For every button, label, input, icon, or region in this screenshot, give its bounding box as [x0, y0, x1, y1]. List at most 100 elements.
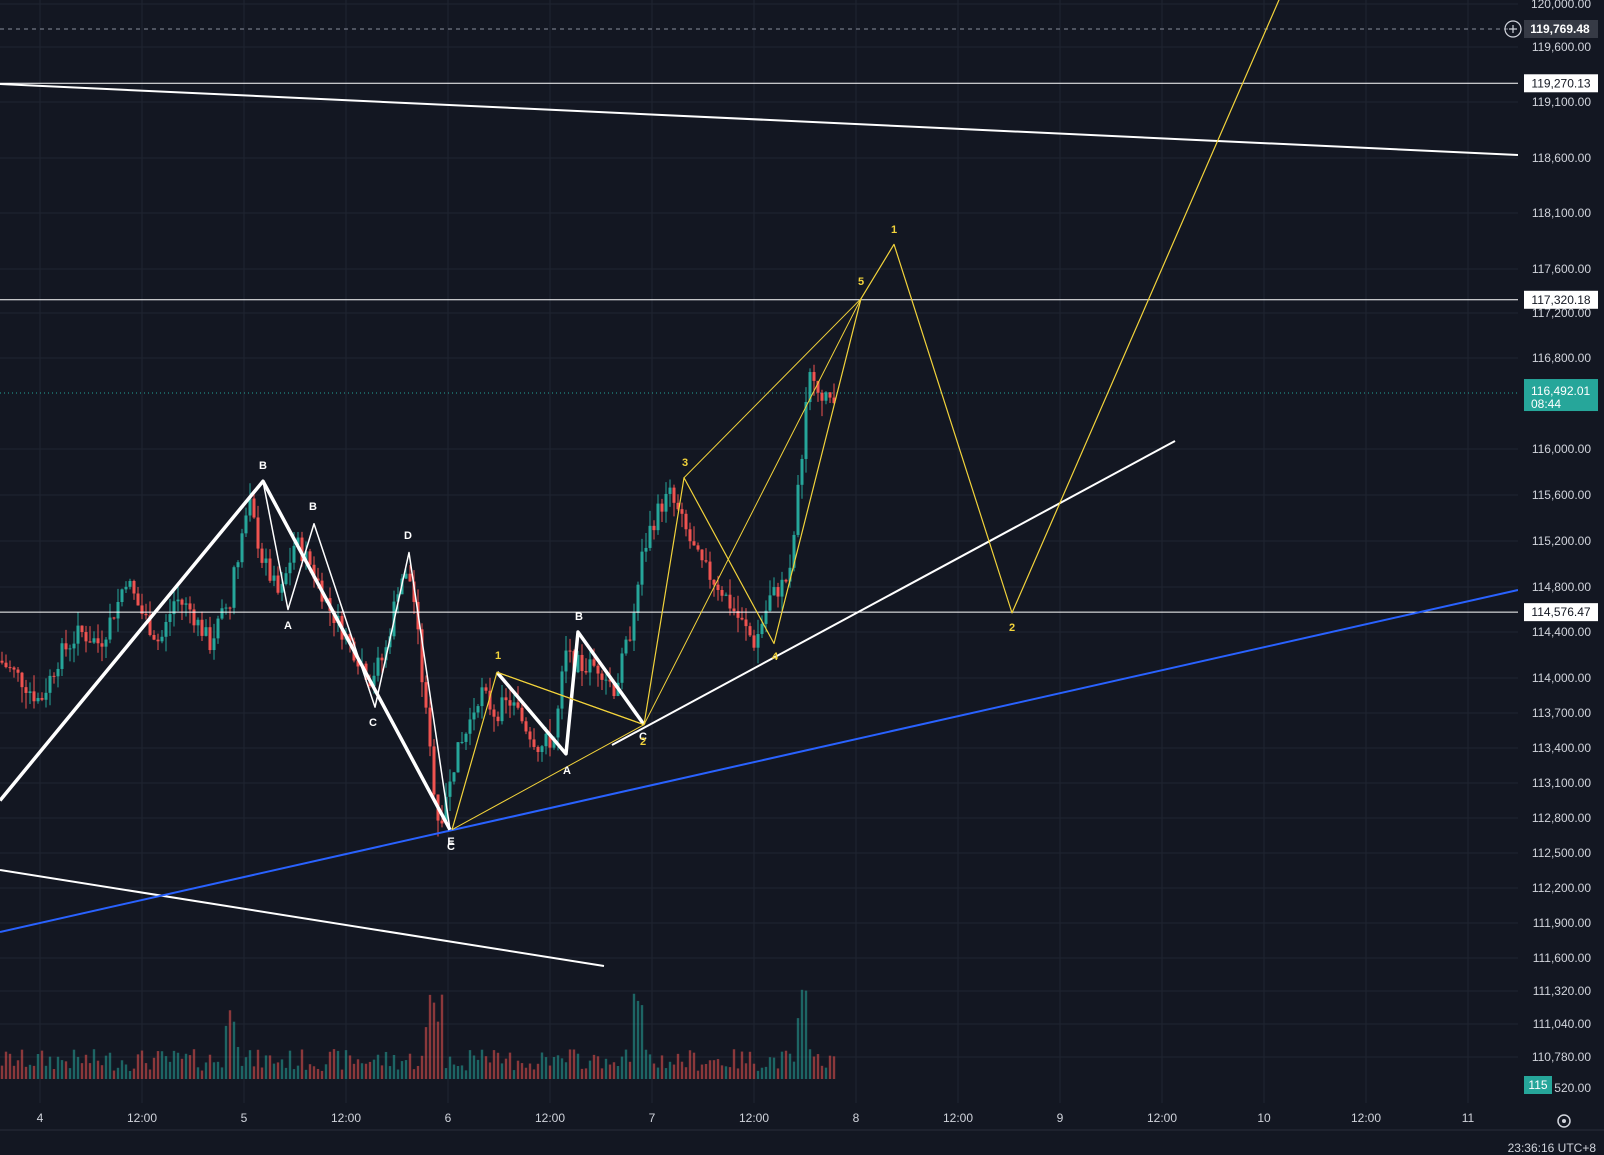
volume-bar — [92, 1049, 96, 1079]
trendline-blue[interactable] — [0, 589, 1519, 933]
volume-bar — [756, 1070, 760, 1079]
candle-body — [604, 679, 608, 681]
volume-bar — [348, 1055, 352, 1079]
volume-bar — [504, 1058, 508, 1079]
candle-body — [60, 643, 64, 669]
time-tick-label: 12:00 — [127, 1111, 157, 1125]
price-tick-label: 118,100.00 — [1532, 206, 1591, 220]
candle-body — [792, 534, 796, 568]
wave-path-minor[interactable] — [262, 481, 451, 830]
drawing-layer[interactable] — [0, 0, 1519, 967]
time-tick-label: 7 — [649, 1111, 656, 1125]
volume-bar — [32, 1065, 36, 1079]
volume-bar — [380, 1065, 384, 1079]
channel-a[interactable] — [451, 298, 862, 831]
volume-bar — [528, 1063, 532, 1079]
candle-body — [284, 573, 288, 585]
price-axis-bg — [1518, 0, 1604, 1103]
candle-body — [828, 392, 832, 398]
candle-body — [28, 691, 32, 693]
trendline-upper[interactable] — [0, 83, 1519, 156]
time-axis-bg — [0, 1103, 1604, 1153]
wave-path-abc[interactable] — [495, 630, 646, 756]
plus-circle-icon[interactable] — [1504, 20, 1522, 38]
volume-bar — [312, 1066, 316, 1079]
price-level-tag[interactable] — [1524, 290, 1598, 309]
clock-readout: 23:36:16 UTC+8 — [1507, 1141, 1596, 1155]
candle-body — [460, 741, 464, 743]
volume-bar — [376, 1054, 380, 1079]
crosshair-price-tag[interactable] — [1524, 20, 1598, 38]
candle-body — [272, 575, 276, 581]
countdown-text: 08:44 — [1531, 397, 1561, 411]
volume-bar — [684, 1067, 688, 1079]
volume-bar — [472, 1055, 476, 1079]
volume-bar — [660, 1055, 664, 1079]
volume-bar — [112, 1070, 116, 1079]
volume-bar — [68, 1068, 72, 1079]
volume-bar — [72, 1049, 76, 1079]
volume-tag[interactable] — [1524, 1076, 1552, 1094]
candle-body — [832, 397, 836, 404]
volume-bar — [252, 1066, 256, 1079]
price-tick-label: 113,400.00 — [1532, 741, 1591, 755]
candle-body — [468, 719, 472, 734]
channel-b[interactable] — [496, 671, 645, 726]
volume-bar — [812, 1056, 816, 1079]
candle-body — [428, 707, 432, 747]
time-tick-label: 4 — [37, 1111, 44, 1125]
candle-body — [448, 781, 452, 797]
price-level-tag[interactable] — [1524, 74, 1598, 93]
trendline-lower[interactable] — [0, 869, 605, 967]
candle-body — [524, 721, 528, 732]
volume-bar — [624, 1049, 628, 1079]
candle-body — [796, 484, 800, 535]
volume-bar — [236, 1046, 240, 1079]
volume-bar — [728, 1067, 732, 1079]
candle-body — [692, 541, 696, 546]
candle-body — [200, 619, 204, 636]
price-tick-label: 117,200.00 — [1532, 306, 1591, 320]
volume-bar — [764, 1066, 768, 1079]
volume-bar — [212, 1062, 216, 1079]
channel-c[interactable] — [683, 298, 862, 479]
volume-bar — [456, 1066, 460, 1079]
candle-body — [108, 617, 112, 640]
volume-bar — [44, 1065, 48, 1079]
volume-bar — [232, 1021, 236, 1079]
candle-body — [16, 669, 20, 673]
price-level-tag[interactable] — [1524, 603, 1598, 622]
candle-body — [648, 525, 652, 548]
price-axis[interactable]: 120,000.00 119,600.00 119,100.00 118,600.00… — [1518, 0, 1604, 1103]
volume-bar — [384, 1051, 388, 1079]
volume-bar — [240, 1065, 244, 1079]
current-price-tag[interactable] — [1524, 379, 1598, 412]
price-tick-label: 115,600.00 — [1532, 488, 1591, 502]
candle-body — [268, 558, 272, 581]
gear-icon[interactable] — [1557, 1114, 1571, 1128]
candle-body — [700, 549, 704, 561]
volume-bar — [316, 1068, 320, 1079]
volume-bar — [260, 1067, 264, 1079]
trendline-support[interactable] — [611, 440, 1176, 746]
volume-bar — [100, 1065, 104, 1079]
volume-bar — [628, 1061, 632, 1079]
price-tick-label: 113,700.00 — [1532, 706, 1591, 720]
candle-body — [420, 629, 424, 683]
volume-bar — [292, 1069, 296, 1079]
price-level-text: 114,576.47 — [1531, 605, 1590, 619]
volume-bar — [428, 994, 432, 1079]
candle-body — [756, 634, 760, 648]
candle-body — [748, 626, 752, 636]
candle-body — [488, 690, 492, 710]
volume-bar — [744, 1063, 748, 1079]
volume-bar — [360, 1063, 364, 1079]
candle-body — [716, 584, 720, 591]
candle-body — [0, 660, 4, 663]
volume-bar — [444, 1068, 448, 1079]
time-axis[interactable]: 4 12:00 5 12:00 6 12:00 7 12:00 8 12:00 9 12:00 10 12… — [0, 1103, 1604, 1153]
volume-bar — [168, 1061, 172, 1079]
candle-body — [568, 650, 572, 652]
volume-bar — [284, 1067, 288, 1079]
